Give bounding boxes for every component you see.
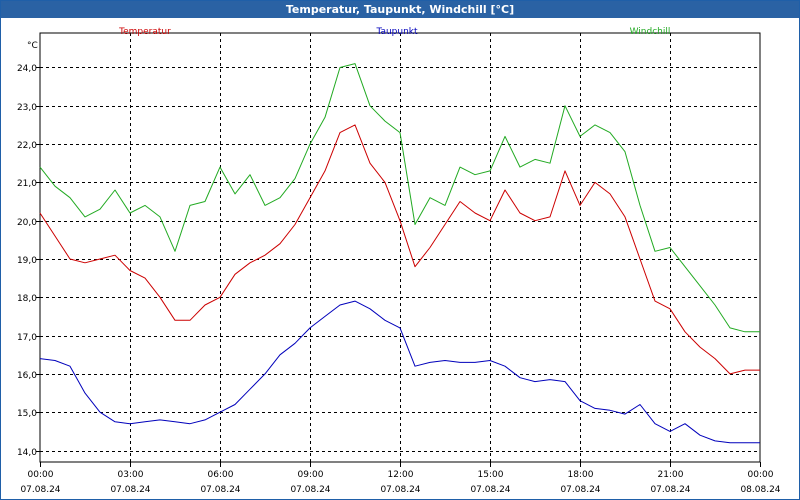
x-tick-date: 07.08.24	[20, 485, 60, 495]
grid	[40, 33, 760, 462]
x-tick-time: 09:00	[298, 470, 324, 480]
x-tick-date: 07.08.24	[380, 485, 420, 495]
x-tick-time: 03:00	[118, 470, 144, 480]
x-tick-time: 00:00	[748, 470, 774, 480]
legend-taupunkt: Taupunkt	[375, 27, 418, 37]
x-tick-date: 07.08.24	[200, 485, 240, 495]
y-tick-label: 15,0	[17, 409, 37, 419]
x-tick-time: 15:00	[478, 470, 504, 480]
x-tick-time: 12:00	[388, 470, 414, 480]
x-tick-time: 18:00	[568, 470, 594, 480]
chart-title: Temperatur, Taupunkt, Windchill [°C]	[1, 1, 799, 18]
y-tick-label: 17,0	[17, 333, 37, 343]
x-tick-date: 07.08.24	[290, 485, 330, 495]
x-tick-date: 07.08.24	[560, 485, 600, 495]
x-tick-date: 07.08.24	[110, 485, 150, 495]
series-line-taupunkt	[39, 300, 760, 444]
plot-area-border	[39, 32, 761, 463]
x-tick-date: 07.08.24	[650, 485, 690, 495]
series-line-temperatur	[39, 124, 760, 375]
y-tick-label: 14,0	[17, 448, 37, 458]
y-tick-label: 18,0	[17, 294, 37, 304]
y-tick-label: 23,0	[17, 103, 37, 113]
y-tick-label: 24,0	[17, 64, 37, 74]
x-tick-time: 00:00	[28, 470, 54, 480]
y-tick-label: 16,0	[17, 371, 37, 381]
x-tick-labels: 00:00 07.08.24 03:00 07.08.24 06:00 07.08.24 0…	[20, 470, 780, 495]
x-tick-time: 21:00	[658, 470, 684, 480]
y-tick-label: 22,0	[17, 141, 37, 151]
axes	[36, 32, 761, 467]
legend-temperatur: Temperatur	[118, 27, 171, 37]
y-tick-labels: 14,0 15,0 16,0 17,0 18,0 19,0 20,0 21,0 22,0 23,0…	[17, 64, 37, 458]
x-tick-date: 08.08.24	[740, 485, 780, 495]
x-tick-date: 07.08.24	[470, 485, 510, 495]
legend: Temperatur Taupunkt Windchill	[118, 27, 670, 37]
x-tick-time: 06:00	[208, 470, 234, 480]
y-axis-unit: °C	[27, 41, 38, 51]
y-tick-label: 20,0	[17, 218, 37, 228]
series-line-windchill	[39, 63, 760, 333]
y-tick-label: 21,0	[17, 179, 37, 189]
series-lines	[39, 63, 760, 444]
y-tick-label: 19,0	[17, 256, 37, 266]
legend-windchill: Windchill	[630, 27, 671, 37]
